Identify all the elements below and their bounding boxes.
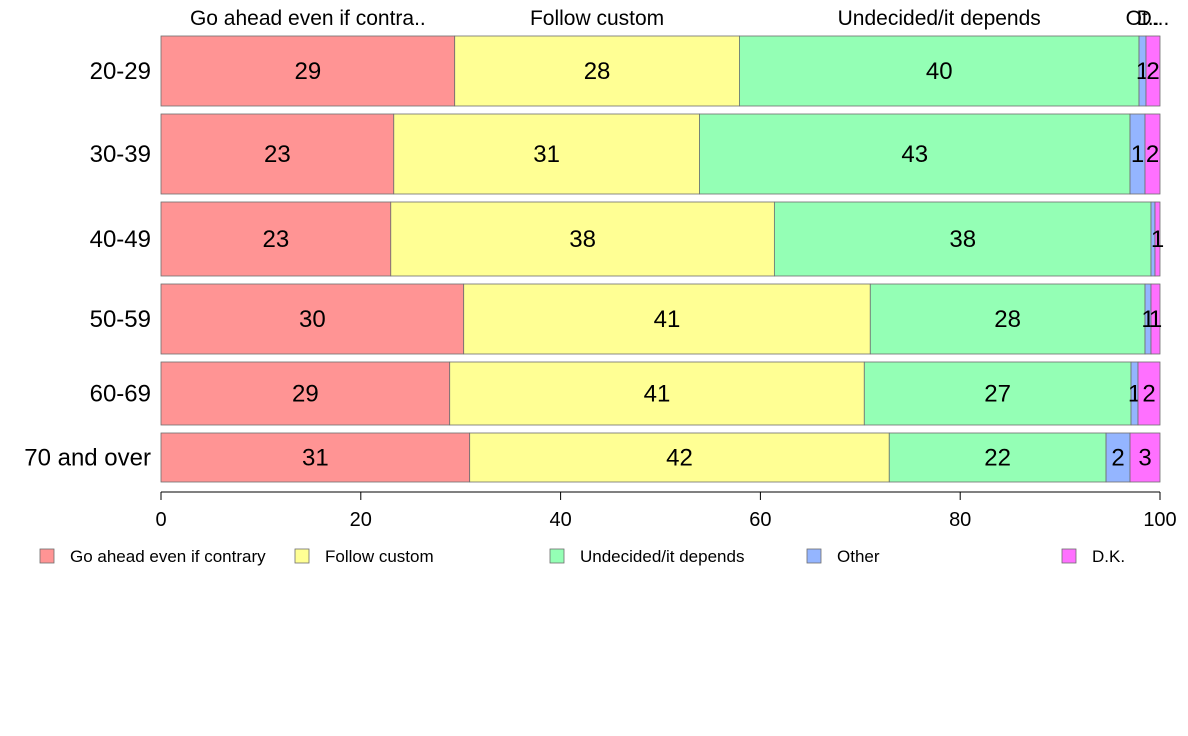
bar-segment <box>463 283 871 355</box>
bar-value-label: 2 <box>1146 58 1159 85</box>
bar-segment <box>1154 201 1161 277</box>
legend-swatch <box>806 548 822 564</box>
category-label: 60-69 <box>90 381 151 408</box>
bar-segment <box>1129 432 1161 483</box>
category-labels: 20-29 30-39 40-49 50-59 60-69 70 and over <box>24 58 151 472</box>
bar-segment <box>869 283 1146 355</box>
bar-segment <box>469 432 890 483</box>
category-label: 70 and over <box>24 445 151 472</box>
legend-swatch <box>549 548 565 564</box>
category-label: 20-29 <box>90 58 151 85</box>
bar-value-label: 31 <box>533 141 560 168</box>
legend-swatch <box>294 548 310 564</box>
legend-label: Follow custom <box>325 547 434 566</box>
bar-value-label: 29 <box>295 58 322 85</box>
bar-segment <box>1144 113 1161 195</box>
bar-value-label: 22 <box>984 445 1011 472</box>
bar-value-label: 38 <box>569 226 596 253</box>
category-label: 30-39 <box>90 141 151 168</box>
legend-label: Undecided/it depends <box>580 547 744 566</box>
top-series-label: Follow custom <box>530 7 664 30</box>
bar-value-label: 29 <box>292 381 319 408</box>
bar-segment <box>1150 283 1161 355</box>
bar-value-label: 27 <box>984 381 1011 408</box>
bar-value-label: 43 <box>901 141 928 168</box>
x-tick-label: 100 <box>1143 509 1176 531</box>
top-series-labels: Go ahead even if contra.. Follow custom Un… <box>190 7 1169 30</box>
bar-value-label: 38 <box>949 226 976 253</box>
bar-segment <box>160 201 392 277</box>
bar-value-label: 1 <box>1151 226 1164 253</box>
bar-value-label: 28 <box>994 306 1021 333</box>
category-label: 40-49 <box>90 226 151 253</box>
bar-segment <box>863 361 1132 426</box>
bar-segment <box>160 283 465 355</box>
bar-segment <box>699 113 1131 195</box>
bar-value-label: 23 <box>264 141 291 168</box>
top-series-label: Go ahead even if contra.. <box>190 7 426 30</box>
top-series-label: Undecided/it depends <box>838 7 1041 30</box>
bar-segment <box>390 201 775 277</box>
bar-segment <box>160 432 471 483</box>
legend-swatch <box>1061 548 1077 564</box>
bar-value-label: 30 <box>299 306 326 333</box>
bar-value-label: 41 <box>644 381 671 408</box>
legend: Go ahead even if contrary Follow custom Un… <box>39 547 1125 566</box>
bar-value-label: 42 <box>666 445 693 472</box>
legend-label: Go ahead even if contrary <box>70 547 266 566</box>
top-series-label: Ot.. <box>1126 7 1160 30</box>
bar-segment <box>160 361 451 426</box>
bar-value-label: 2 <box>1146 141 1159 168</box>
bar-value-label: 23 <box>263 226 290 253</box>
bar-value-label: 31 <box>302 445 329 472</box>
bar-segment <box>454 35 740 107</box>
x-tick-label: 60 <box>749 509 771 531</box>
bar-value-label: 41 <box>654 306 681 333</box>
bar-segment <box>1137 361 1161 426</box>
bar-value-label: 3 <box>1138 445 1151 472</box>
legend-label: Other <box>837 547 880 566</box>
legend-swatch <box>39 548 55 564</box>
top-series-label: D... <box>1137 7 1170 30</box>
x-tick-label: 0 <box>155 509 166 531</box>
bar-segment <box>888 432 1107 483</box>
bar-value-label: 40 <box>926 58 953 85</box>
bar-value-label: 2 <box>1142 381 1155 408</box>
bar-value-label: 1 <box>1149 306 1162 333</box>
bar-value-label: 1 <box>1131 141 1144 168</box>
x-tick-label: 20 <box>350 509 372 531</box>
category-label: 50-59 <box>90 306 151 333</box>
bar-value-label: 2 <box>1111 445 1124 472</box>
bar-segment <box>1145 35 1161 107</box>
bar-segment <box>449 361 865 426</box>
x-axis: 0 20 40 60 80 100 <box>155 491 1177 531</box>
bar-segment <box>773 201 1152 277</box>
bar-value-label: 28 <box>584 58 611 85</box>
x-tick-label: 80 <box>949 509 971 531</box>
x-tick-label: 40 <box>549 509 571 531</box>
legend-label: D.K. <box>1092 547 1125 566</box>
